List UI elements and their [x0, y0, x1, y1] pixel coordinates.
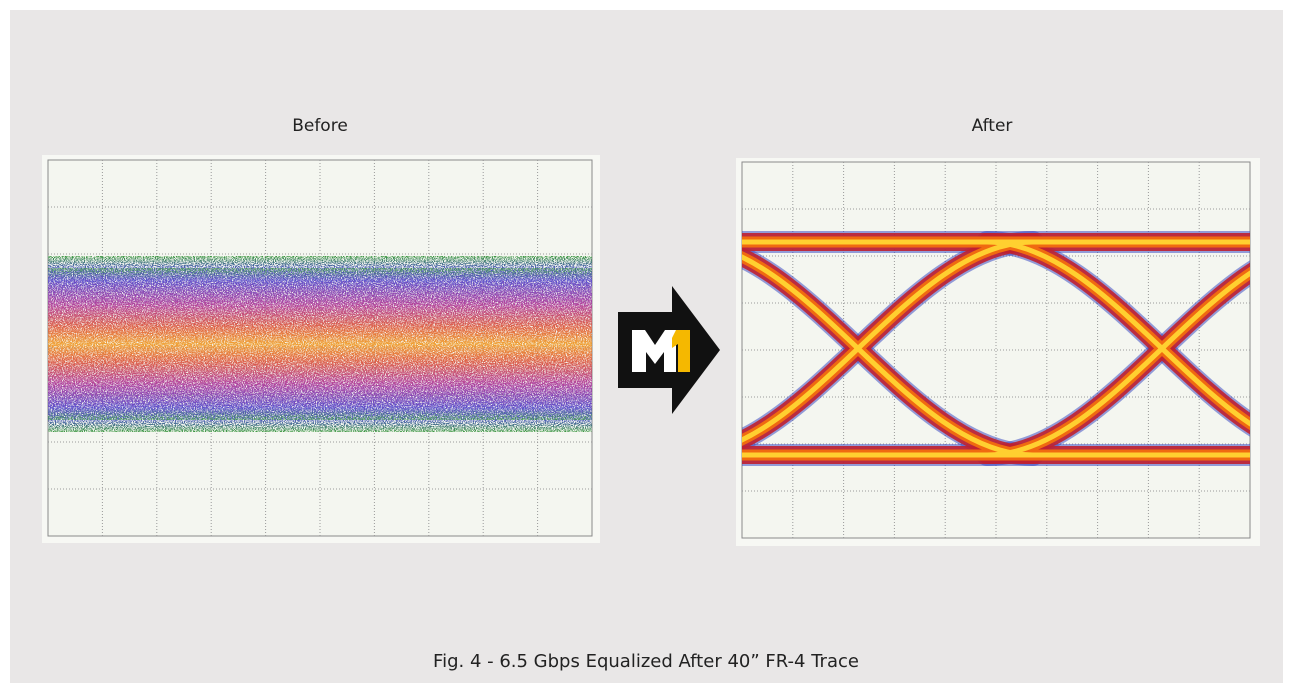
figure: Before After Fig. 4 - 6.5 Gbps Equalized… [0, 0, 1293, 693]
after-label: After [972, 116, 1013, 136]
caption: Fig. 4 - 6.5 Gbps Equalized After 40” FR… [433, 651, 859, 672]
before-label: Before [292, 116, 348, 136]
page: Before After Fig. 4 - 6.5 Gbps Equalized… [0, 0, 1293, 693]
before-scope [42, 155, 600, 543]
